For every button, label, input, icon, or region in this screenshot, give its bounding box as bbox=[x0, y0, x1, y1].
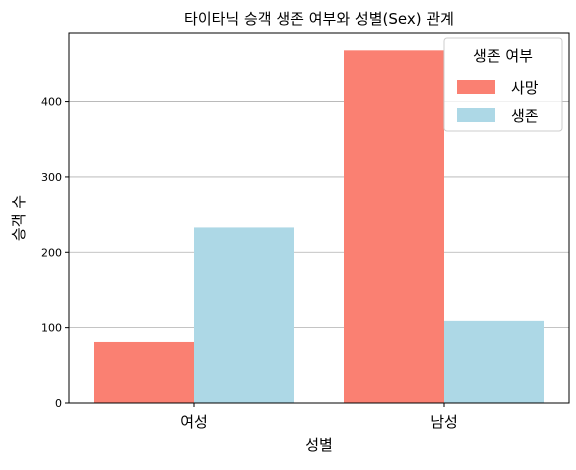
x-tick-label-남성: 남성 bbox=[430, 413, 458, 431]
legend: 생존 여부 사망 생존 bbox=[443, 37, 563, 132]
bar-생존-여성 bbox=[194, 227, 294, 403]
y-tick-layer: 0 100 200 300 400 bbox=[41, 96, 69, 410]
x-axis-label: 성별 bbox=[305, 436, 333, 454]
y-tick-label: 0 bbox=[55, 397, 62, 410]
y-tick-label: 100 bbox=[41, 322, 62, 335]
bar-사망-남성 bbox=[344, 50, 444, 404]
legend-label-사망: 사망 bbox=[511, 79, 539, 97]
legend-swatch-생존 bbox=[457, 108, 495, 122]
x-tick-layer: 여성 남성 bbox=[180, 403, 458, 431]
legend-label-생존: 생존 bbox=[511, 107, 539, 125]
legend-frame bbox=[443, 37, 563, 132]
chart-title: 타이타닉 승객 생존 여부와 성별(Sex) 관계 bbox=[184, 10, 454, 28]
bar-layer bbox=[94, 50, 544, 404]
y-axis-label: 승객 수 bbox=[10, 195, 28, 241]
legend-title: 생존 여부 bbox=[473, 47, 533, 65]
y-tick-label: 200 bbox=[41, 246, 62, 259]
plot-frame bbox=[68, 32, 570, 404]
bar-생존-남성 bbox=[444, 320, 544, 403]
y-tick-label: 300 bbox=[41, 171, 62, 184]
bar-사망-여성 bbox=[94, 341, 194, 403]
x-tick-label-여성: 여성 bbox=[180, 413, 208, 431]
legend-swatch-사망 bbox=[457, 80, 495, 94]
y-tick-label: 400 bbox=[41, 96, 62, 109]
